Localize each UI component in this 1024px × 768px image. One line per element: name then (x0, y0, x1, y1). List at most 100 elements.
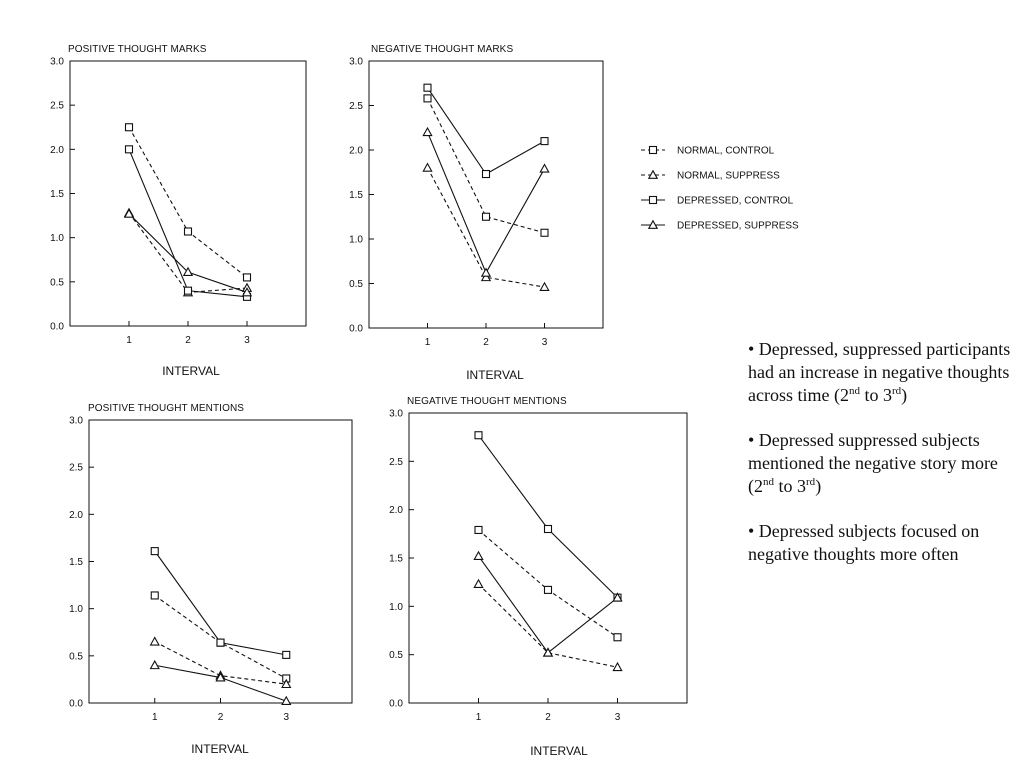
data-point (150, 547, 159, 556)
chart-positive-thought-marks: POSITIVE THOUGHT MARKS 0.0 0.5 1.0 1.5 2.0 2.5… (50, 44, 307, 378)
chart-title: NEGATIVE THOUGHT MARKS (371, 44, 513, 55)
series-line (427, 167, 545, 288)
data-point (124, 145, 134, 154)
legend-marker (648, 195, 658, 205)
series-depressed-suppress (123, 208, 253, 297)
x-tick-label: 1 (152, 712, 158, 723)
data-point (150, 591, 159, 600)
y-tick-label: 1.5 (389, 554, 403, 565)
data-point (543, 524, 553, 534)
data-point (539, 281, 550, 291)
note-increase-negative-thoughts: • Depressed, suppressed participants had… (748, 338, 1018, 407)
legend-item-normal-suppress: NORMAL, SUPPRESS (641, 169, 780, 182)
x-tick-label: 2 (185, 335, 191, 346)
data-point (124, 123, 134, 132)
ordinal-suffix: nd (848, 385, 860, 397)
note-text: • Depressed, suppressed participants had… (748, 339, 1011, 405)
data-point (281, 678, 292, 689)
series-line (128, 212, 248, 294)
data-point (480, 267, 492, 277)
plot-frame (69, 60, 307, 327)
y-tick-label: 3.0 (50, 57, 64, 68)
series-depressed-control (150, 547, 291, 659)
chart-negative-thought-mentions: NEGATIVE THOUGHT MENTIONS 0.0 0.5 1.0 1.5 2.0… (389, 396, 688, 758)
ordinal-suffix: rd (806, 476, 816, 488)
data-point (183, 227, 193, 236)
note-text: to 3 (859, 385, 892, 405)
legend-label: NORMAL, CONTROL (677, 146, 775, 157)
series-depressed-suppress (422, 126, 550, 277)
legend-item-depressed-control: DEPRESSED, CONTROL (641, 196, 794, 207)
series-normal-control (474, 525, 622, 642)
series-depressed-control (124, 145, 252, 301)
x-tick-label: 1 (476, 712, 482, 723)
legend-item-normal-control: NORMAL, CONTROL (641, 146, 775, 157)
data-point (149, 659, 160, 670)
chart-title: POSITIVE THOUGHT MENTIONS (88, 403, 244, 414)
y-tick-label: 3.0 (389, 409, 403, 420)
data-point (473, 578, 484, 589)
x-axis-label: INTERVAL (530, 744, 588, 758)
data-point (182, 266, 194, 277)
legend-label: DEPRESSED, SUPPRESS (677, 221, 799, 232)
data-point (281, 695, 292, 706)
series-depressed-suppress (473, 550, 623, 657)
chart-positive-thought-mentions: POSITIVE THOUGHT MENTIONS 0.0 0.5 1.0 1.5 2.0… (69, 403, 353, 756)
data-point (423, 94, 432, 103)
series-line (128, 213, 248, 293)
y-tick-label: 2.0 (69, 510, 83, 521)
x-tick-label: 2 (545, 712, 551, 723)
data-point (539, 163, 550, 173)
x-axis-label: INTERVAL (466, 368, 524, 382)
data-point (612, 592, 623, 602)
y-tick-label: 2.5 (50, 101, 64, 112)
chart-title: NEGATIVE THOUGHT MENTIONS (407, 396, 567, 407)
y-tick-label: 1.0 (349, 235, 363, 246)
y-tick-label: 0.0 (50, 322, 64, 333)
ordinal-suffix: nd (763, 476, 774, 488)
series-normal-control (423, 94, 549, 237)
series-line (478, 529, 618, 638)
legend-label: NORMAL, SUPPRESS (677, 171, 780, 182)
data-point (613, 633, 622, 642)
data-point (481, 212, 491, 221)
series-line (478, 434, 618, 599)
data-point (242, 273, 252, 282)
legend-label: DEPRESSED, CONTROL (677, 196, 794, 207)
x-tick-label: 1 (425, 337, 431, 348)
legend-marker (647, 169, 659, 179)
data-point (543, 585, 553, 594)
y-tick-label: 2.5 (69, 463, 83, 474)
series-line (128, 126, 248, 278)
data-point (481, 169, 491, 179)
plot-frame (368, 60, 604, 329)
series-depressed-control (423, 83, 549, 179)
x-tick-label: 3 (615, 712, 621, 723)
series-line (427, 98, 545, 234)
y-tick-label: 0.5 (389, 650, 403, 661)
data-point (612, 661, 623, 672)
y-tick-label: 0.5 (69, 651, 83, 662)
x-axis-label: INTERVAL (191, 742, 249, 756)
x-axis-label: INTERVAL (162, 364, 220, 378)
y-tick-label: 1.0 (389, 602, 403, 613)
data-point (241, 287, 253, 297)
legend: NORMAL, CONTROL NORMAL, SUPPRESS DEPRESSED… (641, 146, 799, 232)
y-tick-label: 0.0 (69, 699, 83, 710)
legend-marker (648, 145, 658, 155)
data-point (480, 271, 492, 282)
series-line (427, 87, 545, 175)
y-tick-label: 1.0 (50, 233, 64, 244)
series-normal-suppress (422, 162, 550, 291)
data-point (183, 286, 193, 295)
y-tick-label: 1.5 (69, 557, 83, 568)
x-tick-label: 3 (244, 335, 250, 346)
x-tick-label: 3 (283, 712, 289, 723)
plot-frame (88, 419, 353, 704)
y-tick-label: 2.5 (389, 457, 403, 468)
y-tick-label: 0.0 (389, 699, 403, 710)
data-point (540, 137, 549, 146)
notes-panel: • Depressed, suppressed participants had… (748, 338, 1018, 588)
series-line (154, 641, 287, 685)
